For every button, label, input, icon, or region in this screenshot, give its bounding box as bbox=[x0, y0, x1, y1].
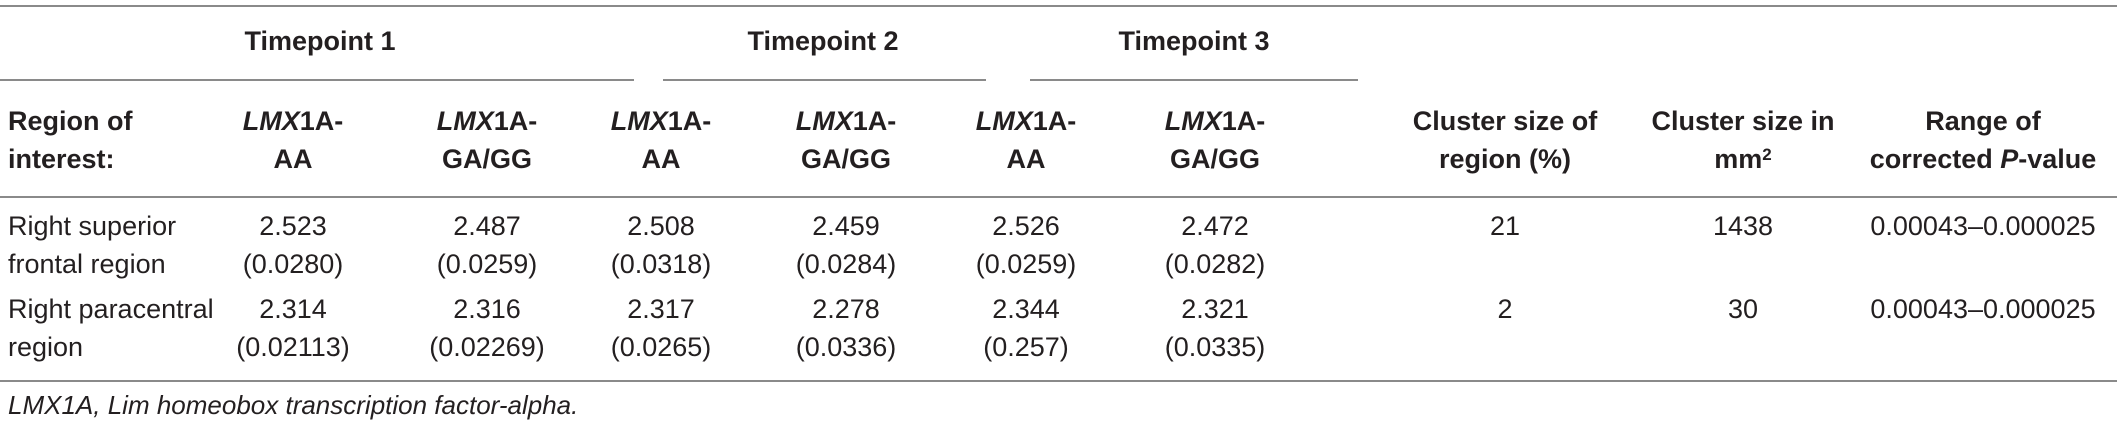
column-header-tp1-aa: LMX1A- AA bbox=[242, 106, 344, 174]
row-2-tp3-gg: 2.321 (0.0335) bbox=[1164, 294, 1266, 362]
group-header-timepoint-1: Timepoint 1 bbox=[244, 26, 396, 56]
row-1-cluster-mm: 1438 bbox=[1712, 211, 1774, 241]
group-header-timepoint-3: Timepoint 3 bbox=[1118, 26, 1270, 56]
column-header-tp3-aa: LMX1A- AA bbox=[975, 106, 1077, 174]
row-2-tp3-aa: 2.344 (0.257) bbox=[983, 294, 1069, 362]
row-2-tp2-aa: 2.317 (0.0265) bbox=[610, 294, 712, 362]
column-header-region: Region of interest: bbox=[8, 106, 133, 174]
timepoint-2-rule bbox=[663, 79, 986, 81]
row-2-cluster-mm: 30 bbox=[1727, 294, 1759, 324]
row-2-tp2-gg: 2.278 (0.0336) bbox=[795, 294, 897, 362]
row-1-tp2-aa: 2.508 (0.0318) bbox=[610, 211, 712, 279]
row-1-tp3-gg: 2.472 (0.0282) bbox=[1164, 211, 1266, 279]
row-2-pvalue: 0.00043–0.000025 bbox=[1870, 294, 2096, 324]
table-top-rule bbox=[0, 5, 2117, 7]
table-bottom-rule bbox=[0, 380, 2117, 382]
row-2-tp1-aa: 2.314 (0.02113) bbox=[236, 294, 350, 362]
row-2-tp1-gg: 2.316 (0.02269) bbox=[429, 294, 545, 362]
column-header-tp3-gg: LMX1A- GA/GG bbox=[1164, 106, 1266, 174]
row-2-cluster-pct: 2 bbox=[1497, 294, 1513, 324]
row-1-tp1-gg: 2.487 (0.0259) bbox=[436, 211, 538, 279]
column-header-cluster-pct: Cluster size of region (%) bbox=[1412, 106, 1598, 174]
row-1-tp3-aa: 2.526 (0.0259) bbox=[975, 211, 1077, 279]
column-header-tp2-aa: LMX1A- AA bbox=[610, 106, 712, 174]
row-1-region: Right superior frontal region bbox=[8, 211, 177, 279]
column-header-tp1-gg: LMX1A- GA/GG bbox=[436, 106, 538, 174]
group-header-timepoint-2: Timepoint 2 bbox=[747, 26, 899, 56]
column-header-cluster-mm: Cluster size in mm2 bbox=[1651, 106, 1835, 174]
row-1-tp1-aa: 2.523 (0.0280) bbox=[242, 211, 344, 279]
column-header-tp2-gg: LMX1A- GA/GG bbox=[795, 106, 897, 174]
header-rule bbox=[0, 196, 2117, 198]
table-footnote: LMX1A, Lim homeobox transcription factor… bbox=[8, 390, 579, 420]
timepoint-1-rule bbox=[0, 79, 634, 81]
column-header-pvalue: Range of corrected P-value bbox=[1869, 106, 2097, 174]
row-1-tp2-gg: 2.459 (0.0284) bbox=[795, 211, 897, 279]
row-1-pvalue: 0.00043–0.000025 bbox=[1870, 211, 2096, 241]
row-2-region: Right paracentral region bbox=[8, 294, 214, 362]
row-1-cluster-pct: 21 bbox=[1489, 211, 1521, 241]
timepoint-3-rule bbox=[1030, 79, 1358, 81]
